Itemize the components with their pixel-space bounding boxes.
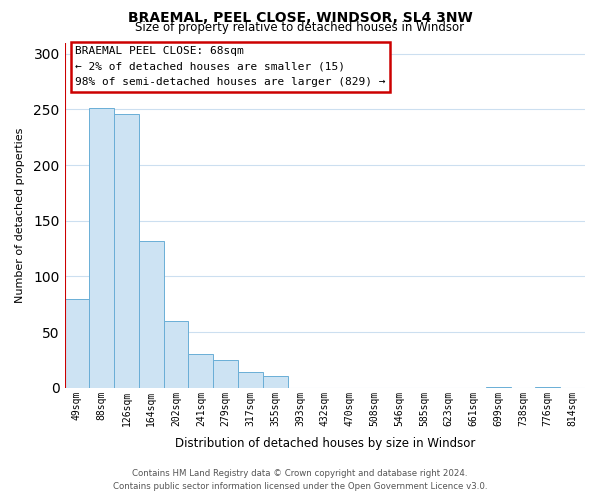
- Text: BRAEMAL PEEL CLOSE: 68sqm
← 2% of detached houses are smaller (15)
98% of semi-d: BRAEMAL PEEL CLOSE: 68sqm ← 2% of detach…: [75, 46, 385, 87]
- Bar: [486, 386, 511, 388]
- Bar: [238, 372, 263, 388]
- Bar: [535, 386, 560, 388]
- Text: BRAEMAL, PEEL CLOSE, WINDSOR, SL4 3NW: BRAEMAL, PEEL CLOSE, WINDSOR, SL4 3NW: [128, 11, 472, 25]
- Bar: [263, 376, 287, 388]
- Bar: [213, 360, 238, 388]
- Bar: [139, 241, 164, 388]
- Text: Size of property relative to detached houses in Windsor: Size of property relative to detached ho…: [136, 21, 464, 34]
- X-axis label: Distribution of detached houses by size in Windsor: Distribution of detached houses by size …: [175, 437, 475, 450]
- Bar: [188, 354, 213, 388]
- Bar: [65, 298, 89, 388]
- Text: Contains HM Land Registry data © Crown copyright and database right 2024.
Contai: Contains HM Land Registry data © Crown c…: [113, 469, 487, 491]
- Bar: [114, 114, 139, 388]
- Bar: [89, 108, 114, 388]
- Bar: [164, 321, 188, 388]
- Y-axis label: Number of detached properties: Number of detached properties: [15, 128, 25, 303]
